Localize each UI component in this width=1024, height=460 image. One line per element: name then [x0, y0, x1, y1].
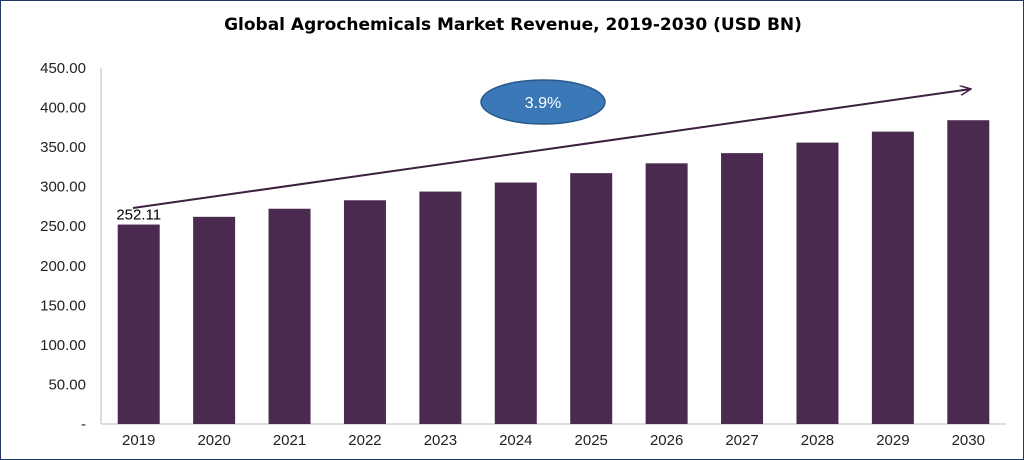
x-tick-label: 2022: [348, 432, 381, 449]
y-tick-label: 200.00: [40, 258, 86, 275]
data-label: 252.11: [116, 207, 161, 224]
cagr-ellipse: [480, 79, 606, 125]
trend-arrow: [132, 89, 971, 209]
chart-title: Global Agrochemicals Market Revenue, 201…: [224, 15, 802, 35]
x-tick-label: 2024: [499, 432, 532, 449]
x-tick-label: 2030: [952, 432, 985, 449]
y-tick-label: 250.00: [40, 218, 86, 235]
x-tick-label: 2023: [424, 432, 457, 449]
y-tick-label: 400.00: [40, 100, 86, 117]
bar-2028: [796, 142, 839, 424]
y-tick-label: 450.00: [40, 60, 86, 77]
bar-2026: [645, 163, 688, 424]
cagr-label: 3.9%: [525, 95, 561, 112]
x-tick-label: 2028: [801, 432, 834, 449]
bar-2030: [947, 120, 990, 425]
bar-2029: [871, 131, 914, 424]
bar-2022: [343, 200, 386, 424]
x-tick-label: 2021: [273, 432, 306, 449]
x-tick-label: 2020: [197, 432, 230, 449]
y-tick-label: 150.00: [40, 297, 86, 314]
y-tick-label: 350.00: [40, 139, 86, 156]
x-tick-label: 2026: [650, 432, 683, 449]
bar-2025: [570, 173, 613, 424]
x-tick-label: 2019: [122, 432, 155, 449]
x-tick-label: 2029: [876, 432, 909, 449]
bar-2021: [268, 208, 311, 424]
y-tick-label: -: [81, 416, 86, 433]
x-tick-label: 2025: [575, 432, 608, 449]
x-tick-label: 2027: [725, 432, 758, 449]
bar-2019: [117, 224, 160, 424]
bar-2024: [494, 182, 537, 424]
bar-2020: [193, 216, 236, 424]
y-tick-label: 300.00: [40, 179, 86, 196]
bar-2027: [721, 153, 764, 425]
y-tick-label: 50.00: [48, 376, 86, 393]
y-tick-label: 100.00: [40, 337, 86, 354]
bar-2023: [419, 191, 462, 424]
